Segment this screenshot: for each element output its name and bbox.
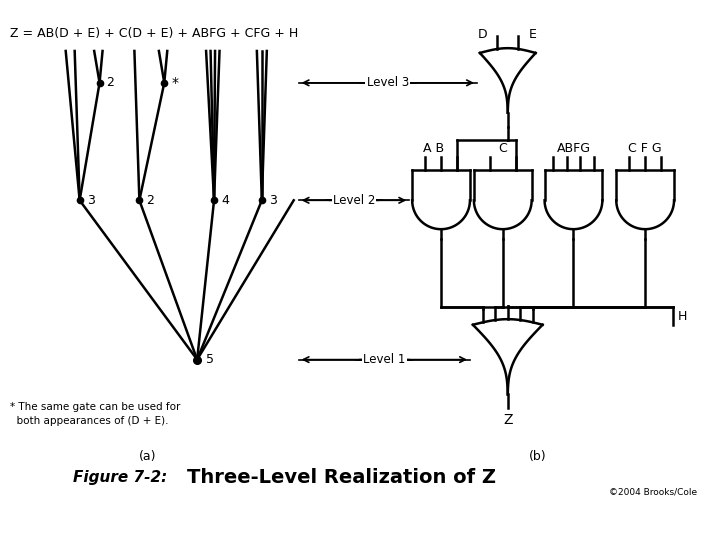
- Text: Level 1: Level 1: [363, 353, 405, 366]
- Text: ©2004 Brooks/Cole: ©2004 Brooks/Cole: [609, 488, 698, 496]
- Text: C: C: [498, 142, 507, 155]
- Text: * The same gate can be used for: * The same gate can be used for: [10, 402, 180, 413]
- Text: Three-Level Realization of Z: Three-Level Realization of Z: [187, 468, 496, 487]
- Text: Figure 7-2:: Figure 7-2:: [73, 470, 167, 484]
- Text: A B: A B: [423, 142, 444, 155]
- Text: 3: 3: [269, 194, 276, 207]
- Text: 5: 5: [206, 353, 214, 366]
- Text: Z: Z: [503, 413, 513, 427]
- Text: (a): (a): [138, 450, 156, 463]
- Text: Level 3: Level 3: [366, 76, 409, 89]
- Text: 2: 2: [107, 76, 114, 89]
- Text: ABFG: ABFG: [557, 142, 590, 155]
- Text: 3: 3: [86, 194, 94, 207]
- Text: C F G: C F G: [629, 142, 662, 155]
- Text: 4: 4: [221, 194, 229, 207]
- Text: Level 2: Level 2: [333, 194, 375, 207]
- Text: both appearances of (D + E).: both appearances of (D + E).: [10, 416, 168, 427]
- Text: E: E: [529, 28, 537, 40]
- Text: (b): (b): [528, 450, 546, 463]
- Text: D: D: [478, 28, 487, 40]
- Text: H: H: [678, 310, 688, 323]
- Text: Z = AB(D + E) + C(D + E) + ABFG + CFG + H: Z = AB(D + E) + C(D + E) + ABFG + CFG + …: [10, 26, 298, 39]
- Text: 2: 2: [146, 194, 154, 207]
- Text: *: *: [171, 76, 179, 90]
